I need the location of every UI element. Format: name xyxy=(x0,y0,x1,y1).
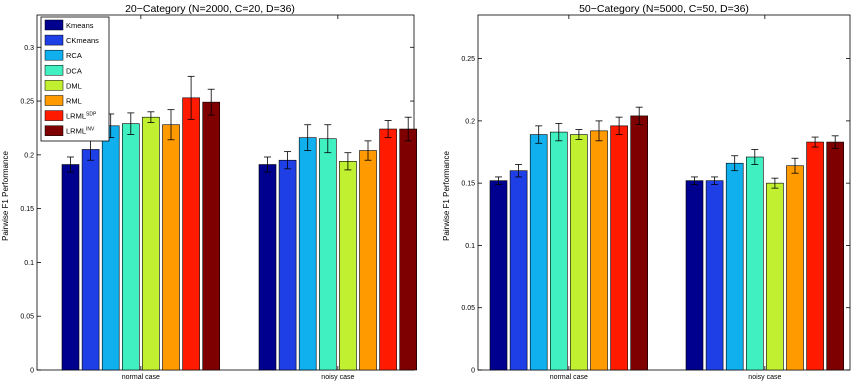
y-tick-label: 0.15 xyxy=(461,181,475,188)
bar-rml-normal-case xyxy=(162,124,180,371)
bar-dca-noisy-case xyxy=(318,138,337,371)
bar-dml-normal-case xyxy=(142,116,160,371)
legend-label-ckmeans: CKmeans xyxy=(66,36,99,45)
legend-swatch-ckmeans xyxy=(44,34,64,46)
bar-ckmeans-noisy-case xyxy=(705,180,724,371)
bar-kmeans-normal-case xyxy=(489,180,508,371)
legend-label-rml: RML xyxy=(66,97,82,106)
bar-lrml-sdp-normal-case xyxy=(182,97,200,371)
x-tick-label: noisy case xyxy=(321,374,354,381)
bar-dca-noisy-case xyxy=(745,156,764,371)
legend-label-lrml-inv: LRMLINV xyxy=(66,127,95,136)
bar-rml-noisy-case xyxy=(786,165,804,371)
legend: Kmeans CKmeans RCA DCA DML RML LRMLSDP LRMLINV xyxy=(40,16,110,142)
y-tick-label: 0.1 xyxy=(465,243,475,250)
bar-dml-normal-case xyxy=(570,134,588,371)
bar-lrml-sdp-noisy-case xyxy=(379,128,397,371)
bar-lrml-sdp-noisy-case xyxy=(806,141,824,371)
x-tick-label: normal case xyxy=(550,374,588,381)
legend-label-dml: DML xyxy=(66,81,82,90)
chart-panel-50-category: 50−Category (N=5000, C=50, D=36) Pairwis… xyxy=(442,3,851,381)
bar-lrml-inv-normal-case xyxy=(630,115,649,371)
bar-dml-noisy-case xyxy=(339,161,357,371)
legend-label-dca: DCA xyxy=(66,66,82,75)
y-tick-label: 0.05 xyxy=(461,305,475,312)
y-tick-label: 0.1 xyxy=(24,260,34,267)
x-tick-label: noisy case xyxy=(748,374,781,381)
y-tick-label: 0 xyxy=(471,368,475,375)
plot-area xyxy=(477,14,851,371)
legend-swatch-rml xyxy=(44,95,64,106)
legend-label-rca: RCA xyxy=(66,51,82,60)
bar-ckmeans-normal-case xyxy=(509,170,528,371)
legend-swatch-lrml-sdp xyxy=(44,110,64,121)
legend-swatch-kmeans xyxy=(44,19,64,31)
y-axis-label: Pairwise F1 Performance xyxy=(442,151,451,241)
y-tick-label: 0.2 xyxy=(465,118,475,125)
legend-swatch-lrml-inv xyxy=(44,125,64,136)
legend-swatch-dca xyxy=(44,65,64,76)
bar-kmeans-noisy-case xyxy=(258,164,277,371)
bar-kmeans-normal-case xyxy=(61,164,80,371)
bar-lrml-inv-noisy-case xyxy=(826,141,845,371)
legend-label-superscript: INV xyxy=(86,127,95,133)
bar-rml-normal-case xyxy=(590,130,608,371)
bar-lrml-inv-noisy-case xyxy=(399,128,418,371)
chart-panel-20-category: 20−Category (N=2000, C=20, D=36) Pairwis… xyxy=(1,3,418,381)
bar-dca-normal-case xyxy=(122,123,140,371)
y-tick-label: 0.3 xyxy=(24,45,34,52)
bar-dml-noisy-case xyxy=(766,182,784,371)
bar-rca-noisy-case xyxy=(725,162,744,371)
legend-label-kmeans: Kmeans xyxy=(66,21,94,30)
bar-ckmeans-noisy-case xyxy=(278,159,297,371)
chart-title: 50−Category (N=5000, C=50, D=36) xyxy=(579,3,749,15)
legend-label-lrml-sdp: LRMLSDP xyxy=(66,112,97,121)
y-tick-label: 0.15 xyxy=(20,206,34,213)
y-axis-label: Pairwise F1 Performance xyxy=(1,151,10,241)
bar-rca-noisy-case xyxy=(298,137,317,371)
legend-label-superscript: SDP xyxy=(86,112,97,118)
legend-swatch-rca xyxy=(44,49,64,61)
bar-rca-normal-case xyxy=(529,134,548,371)
bar-kmeans-noisy-case xyxy=(685,180,704,371)
y-tick-label: 0.05 xyxy=(20,314,34,321)
bar-ckmeans-normal-case xyxy=(81,149,100,371)
bar-rca-normal-case xyxy=(101,125,120,371)
bar-lrml-sdp-normal-case xyxy=(610,125,628,371)
y-tick-label: 0.25 xyxy=(461,56,475,63)
bar-dca-normal-case xyxy=(549,131,568,371)
legend-swatch-dml xyxy=(44,80,64,91)
bar-lrml-inv-normal-case xyxy=(202,101,220,371)
y-tick-label: 0.2 xyxy=(24,152,34,159)
chart-title: 20−Category (N=2000, C=20, D=36) xyxy=(125,3,295,15)
bar-rml-noisy-case xyxy=(359,150,377,371)
y-tick-label: 0.25 xyxy=(20,99,34,106)
x-tick-label: normal case xyxy=(122,374,160,381)
y-tick-label: 0 xyxy=(30,368,34,375)
